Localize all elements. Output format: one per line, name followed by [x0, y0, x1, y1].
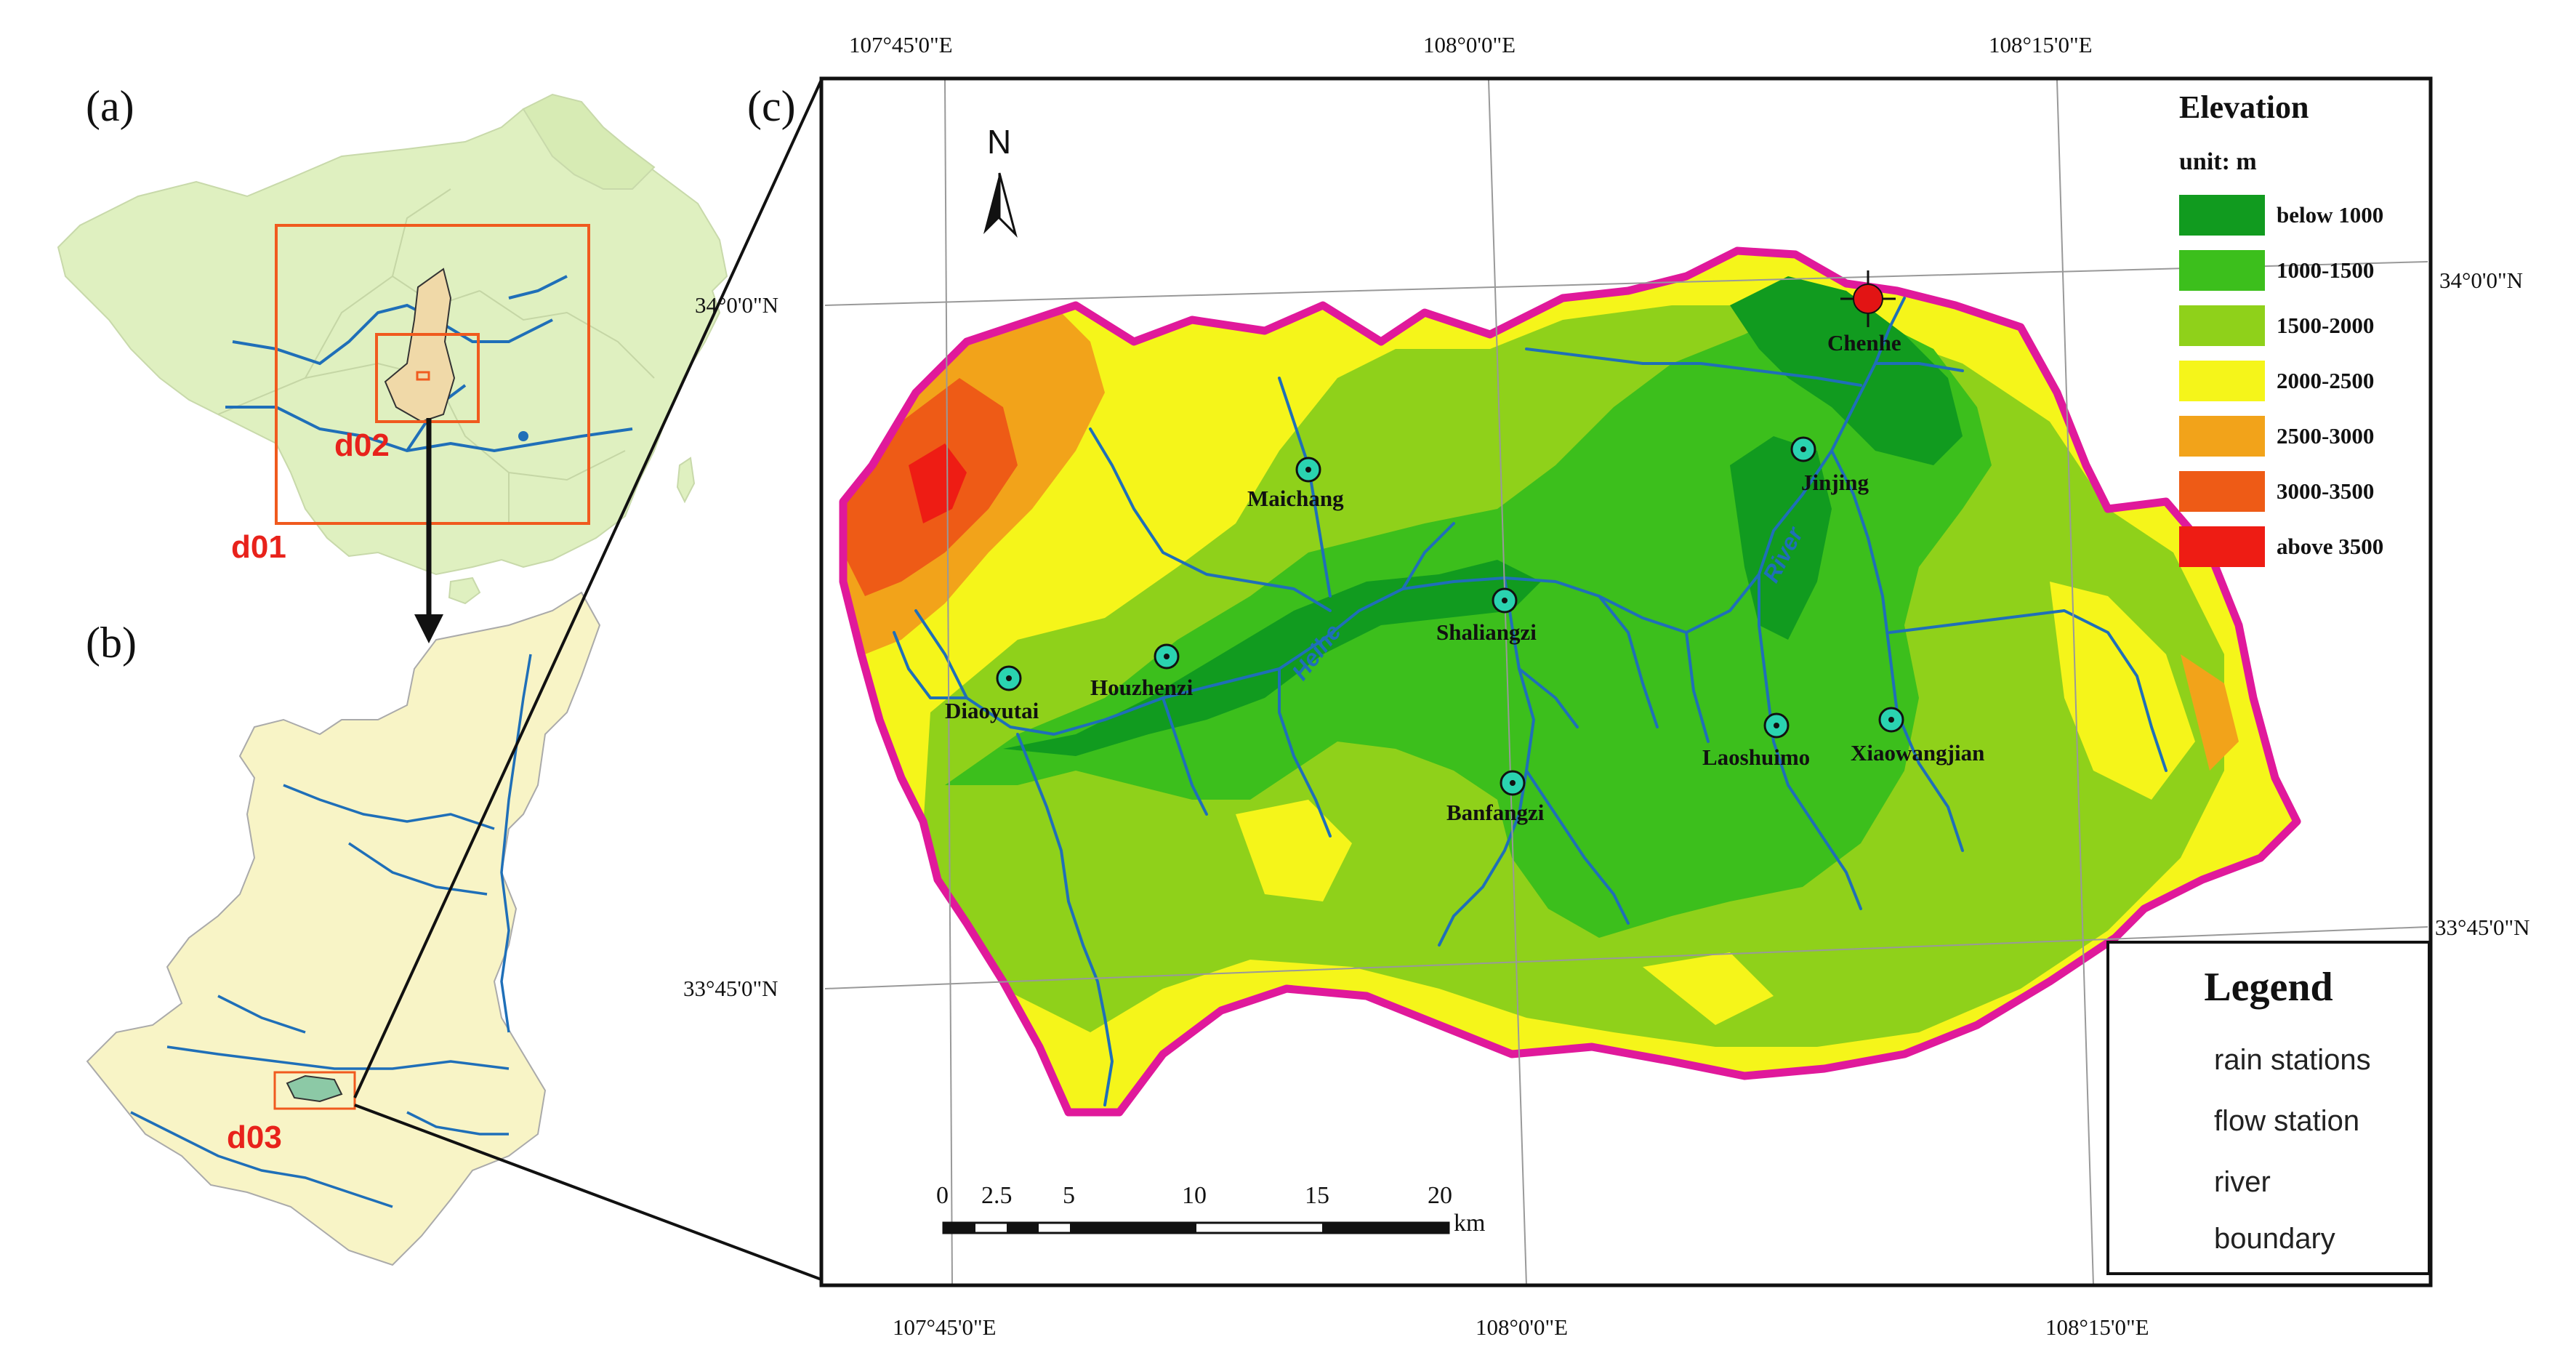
- legend-item-flow: flow station: [2198, 1105, 2359, 1138]
- north-label: N: [987, 123, 1012, 161]
- legend-label: boundary: [2214, 1223, 2335, 1255]
- flow-station-icon: [1840, 270, 1896, 327]
- station-label-laoshuimo: Laoshuimo: [1702, 744, 1811, 770]
- domain-label-d02: d02: [334, 427, 390, 463]
- china-hainan: [448, 576, 481, 605]
- d03-box: [273, 1071, 356, 1110]
- rain-station-icon: [1763, 712, 1790, 739]
- china-northeast: [522, 93, 656, 190]
- elevation-swatch: [2179, 471, 2265, 512]
- elevation-title: Elevation: [2179, 89, 2309, 125]
- north-arrow-icon: [983, 172, 1018, 238]
- scale-tick: 20: [1428, 1182, 1452, 1209]
- rain-station-icon: [996, 665, 1022, 691]
- lat-label-right: 33°45'0"N: [2435, 915, 2530, 940]
- shaanxi-land: [86, 591, 601, 1266]
- panel-label-b: (b): [86, 619, 137, 667]
- rain-station-icon: [1295, 457, 1321, 483]
- connector-bottom: [354, 1104, 822, 1281]
- lon-label-top: 107°45'0"E: [849, 32, 953, 57]
- connector-top: [353, 79, 823, 1098]
- rain-station-markers: [996, 436, 1904, 796]
- elevation-class-row: below 1000: [2179, 195, 2383, 236]
- rain-station-icon: [1154, 643, 1180, 670]
- elevation-class-row: 1000-1500: [2179, 250, 2374, 291]
- rain-station-icon: [1500, 770, 1526, 796]
- legend-item-boundary: boundary: [2198, 1223, 2335, 1255]
- map-frame: [819, 76, 2433, 1287]
- elevation-class-label: 3000-3500: [2277, 478, 2375, 504]
- scale-tick: 5: [1063, 1182, 1075, 1209]
- elevation-swatch: [2179, 250, 2265, 291]
- lon-label-top: 108°0'0"E: [1423, 32, 1516, 57]
- d03-basin-small: [286, 1074, 343, 1103]
- elevation-swatch: [2179, 526, 2265, 567]
- station-label-jinjing: Jinjing: [1801, 470, 1869, 495]
- basin-panel: [819, 76, 2433, 1287]
- station-label-banfangzi: Banfangzi: [1446, 800, 1545, 825]
- scale-bar: [942, 1221, 1450, 1234]
- panel-label-a: (a): [86, 82, 134, 130]
- domain-label-d01: d01: [231, 529, 286, 565]
- elevation-raster: [843, 251, 2297, 1112]
- elevation-class-label: 2000-2500: [2277, 368, 2375, 393]
- elevation-class-row: 3000-3500: [2179, 471, 2374, 512]
- china-shaanxi: [384, 268, 456, 423]
- d03-box-small: [416, 371, 430, 381]
- lon-label-bottom: 107°45'0"E: [893, 1314, 997, 1340]
- station-label-maichang: Maichang: [1247, 486, 1344, 511]
- rain-station-icon: [1492, 587, 1518, 614]
- scale-tick: 10: [1182, 1182, 1207, 1209]
- china-map: [57, 93, 728, 605]
- legend-label: rain stations: [2214, 1044, 2371, 1076]
- station-label-xiaowangjian: Xiaowangjian: [1851, 740, 1985, 766]
- china-taiwan: [676, 457, 696, 504]
- scale-unit: km: [1454, 1210, 1486, 1237]
- legend-label: flow station: [2214, 1105, 2360, 1137]
- legend-item-rain: rain stations: [2198, 1044, 2371, 1077]
- scale-tick: 0: [936, 1182, 949, 1209]
- lat-label-right: 34°0'0"N: [2439, 268, 2524, 293]
- elevation-class-label: below 1000: [2277, 202, 2384, 228]
- legend-title: Legend: [2204, 965, 2333, 1010]
- station-label-shaliangzi: Shaliangzi: [1436, 619, 1537, 645]
- elevation-class-label: above 3500: [2277, 534, 2384, 559]
- elevation-swatch: [2179, 305, 2265, 346]
- lon-label-top: 108°15'0"E: [1989, 32, 2093, 57]
- d01-box: [275, 224, 590, 525]
- shaanxi-map: [86, 591, 601, 1266]
- rain-station-icon: [1878, 707, 1904, 733]
- legend-item-river: river: [2198, 1166, 2271, 1199]
- station-label-houzhenzi: Houzhenzi: [1090, 675, 1194, 700]
- lon-label-bottom: 108°15'0"E: [2045, 1314, 2149, 1340]
- scale-tick: 2.5: [981, 1182, 1013, 1209]
- elevation-class-row: 2500-3000: [2179, 416, 2374, 457]
- lon-label-bottom: 108°0'0"E: [1476, 1314, 1569, 1340]
- rain-station-icon: [1790, 436, 1816, 462]
- elevation-swatch: [2179, 361, 2265, 401]
- zoom-arrow: [414, 418, 443, 643]
- station-label-chenhe: Chenhe: [1827, 330, 1901, 355]
- lat-label-left: 33°45'0"N: [683, 976, 778, 1001]
- scale-tick: 15: [1305, 1182, 1329, 1209]
- basin-boundary: [839, 246, 2301, 1117]
- graticule: [824, 79, 2428, 1286]
- elevation-unit: unit: m: [2179, 148, 2257, 175]
- panel-label-c: (c): [747, 82, 796, 130]
- elevation-class-label: 1000-1500: [2277, 257, 2375, 283]
- elevation-class-row: 1500-2000: [2179, 305, 2374, 346]
- elevation-swatch: [2179, 195, 2265, 236]
- elevation-class-row: 2000-2500: [2179, 361, 2374, 401]
- legend-box: Legend rain stations flow station river …: [2106, 941, 2431, 1275]
- station-label-diaoyutai: Diaoyutai: [945, 698, 1039, 723]
- domain-label-d03: d03: [227, 1120, 282, 1155]
- elevation-class-label: 1500-2000: [2277, 313, 2375, 338]
- elevation-class-label: 2500-3000: [2277, 423, 2375, 449]
- lat-label-left: 34°0'0"N: [695, 292, 779, 318]
- elevation-class-row: above 3500: [2179, 526, 2383, 567]
- legend-label: river: [2214, 1166, 2271, 1198]
- elevation-swatch: [2179, 416, 2265, 457]
